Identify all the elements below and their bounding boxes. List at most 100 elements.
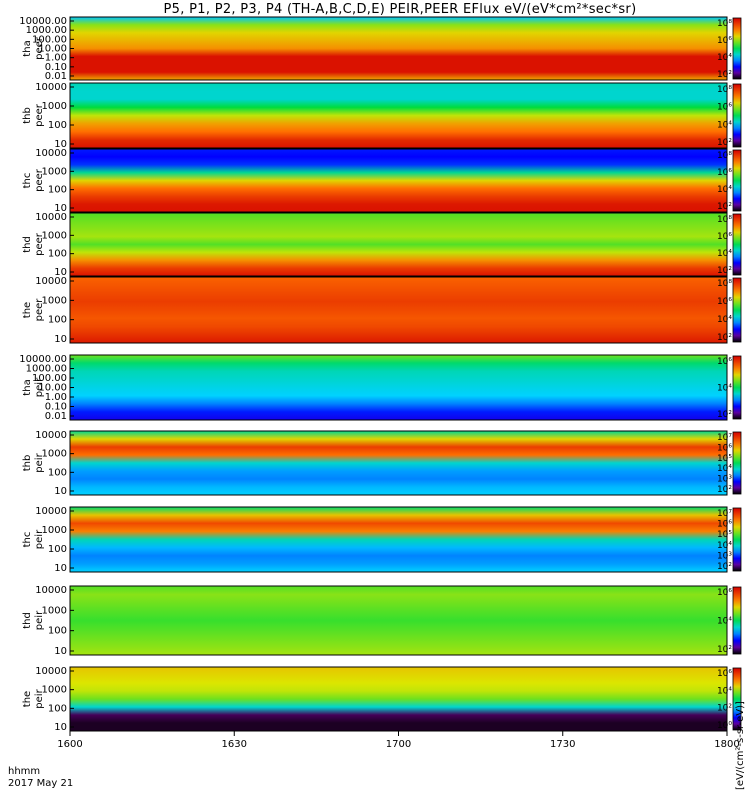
colorbar-tick-label: 10⁷ <box>717 433 732 443</box>
colorbar-tick-label: 10⁶ <box>717 232 732 242</box>
colorbar-tick-label: 10⁴ <box>717 617 732 627</box>
probe-label: thd <box>22 236 33 253</box>
probe-label: the <box>22 691 33 707</box>
colorbar-tick-label: 10⁴ <box>717 686 732 696</box>
colorbar-tick-label: 10³ <box>717 475 732 485</box>
y-tick-label: 10 <box>54 486 67 497</box>
x-tick-label: 1730 <box>550 739 575 750</box>
y-tick-label: 1000 <box>42 295 67 306</box>
y-tick-label: 10000 <box>35 506 67 517</box>
colorbar-tick-label: 10⁶ <box>717 168 732 178</box>
panel-frame <box>69 430 728 496</box>
spectrogram-the-peer <box>70 277 727 343</box>
y-tick-label: 100 <box>48 467 67 478</box>
y-tick-label: 1000 <box>42 101 67 112</box>
panel-frame <box>69 148 728 213</box>
colorbar <box>732 667 742 731</box>
y-tick-label: 100.00 <box>32 34 67 45</box>
colorbar-tick-label: 10⁴ <box>717 185 732 195</box>
y-tick-label: 10 <box>54 267 67 278</box>
probe-label: the <box>22 302 33 318</box>
y-tick-label: 10000 <box>35 585 67 596</box>
spectrogram-thc-peir <box>70 507 727 572</box>
y-tick-label: 1.00 <box>45 53 67 64</box>
y-tick-label: 0.01 <box>45 71 67 82</box>
colorbar-tick-label: 10⁴ <box>717 315 732 325</box>
y-tick-label: 1000.00 <box>26 364 67 375</box>
colorbar-tick-label: 10⁴ <box>717 541 732 551</box>
colorbar-tick-label: 10⁸ <box>717 19 732 29</box>
colorbar-tick-label: 10⁶ <box>717 103 732 113</box>
probe-label: thd <box>22 612 33 629</box>
instrument-label: peer <box>34 36 45 60</box>
spectrogram-tha-peer <box>70 17 727 80</box>
y-tick-label: 0.10 <box>45 402 67 413</box>
colorbar-tick-label: 10³ <box>717 551 732 561</box>
y-tick-label: 10000 <box>35 148 67 159</box>
spectrogram-tha-peir <box>70 355 727 420</box>
spectrogram-thd-peer <box>70 213 727 276</box>
colorbar-tick-label: 10² <box>717 202 732 212</box>
time-format-label: hhmm <box>8 766 41 777</box>
colorbar <box>732 83 742 148</box>
instrument-label: peer <box>34 168 45 192</box>
y-tick-label: 100 <box>48 315 67 326</box>
colorbar-tick-label: 10⁴ <box>717 120 732 130</box>
colorbar-tick-label: 10² <box>717 266 732 276</box>
panel-frame <box>69 585 728 656</box>
x-tick-label: 1600 <box>57 739 82 750</box>
probe-label: thb <box>22 107 33 124</box>
probe-label: thb <box>22 455 33 472</box>
y-tick-label: 10000 <box>35 430 67 441</box>
colorbar-tick-label: 10⁸ <box>717 151 732 161</box>
probe-label: thc <box>22 173 33 189</box>
y-tick-label: 10 <box>54 139 67 150</box>
colorbar <box>732 213 742 276</box>
colorbar <box>732 277 742 343</box>
instrument-label: peir <box>34 610 45 630</box>
colorbar-tick-label: 10² <box>717 333 732 343</box>
y-tick-label: 1000 <box>42 605 67 616</box>
instrument-label: peer <box>34 298 45 322</box>
y-tick-label: 1000 <box>42 166 67 177</box>
probe-label: tha <box>22 379 33 395</box>
colorbar-tick-label: 10² <box>717 410 732 420</box>
x-tick-label: 1800 <box>714 739 739 750</box>
colorbar <box>732 149 742 212</box>
y-tick-label: 100 <box>48 544 67 555</box>
colorbar-tick-label: 10⁶ <box>717 520 732 530</box>
y-tick-label: 10 <box>54 722 67 733</box>
instrument-label: peir <box>34 529 45 549</box>
y-tick-label: 1000 <box>42 449 67 460</box>
colorbar-tick-label: 10⁸ <box>717 279 732 289</box>
y-tick-label: 10000.00 <box>19 16 67 27</box>
colorbar <box>732 586 742 655</box>
colorbar-tick-label: 10⁷ <box>717 509 732 519</box>
y-tick-label: 1.00 <box>45 392 67 403</box>
colorbar-tick-label: 10⁴ <box>717 384 732 394</box>
instrument-label: peer <box>34 103 45 127</box>
colorbar <box>732 431 742 495</box>
colorbar-tick-label: 10⁴ <box>717 53 732 63</box>
colorbar-tick-label: 10⁶ <box>717 588 732 598</box>
instrument-label: peer <box>34 232 45 256</box>
y-tick-label: 100 <box>48 703 67 714</box>
panel-frame <box>69 276 728 344</box>
spectrogram-thb-peer <box>70 83 727 148</box>
colorbar-tick-label: 10⁸ <box>717 85 732 95</box>
instrument-label: peir <box>34 377 45 397</box>
y-tick-label: 100 <box>48 626 67 637</box>
spectrogram-thd-peir <box>70 586 727 655</box>
colorbar-units-label: [eV/(cm²-s-sr-eV)] <box>735 701 746 790</box>
colorbar-tick-label: 10⁴ <box>717 464 732 474</box>
colorbar-tick-label: 10² <box>717 138 732 148</box>
colorbar-tick-label: 10⁶ <box>717 36 732 46</box>
y-tick-label: 1000.00 <box>26 25 67 36</box>
y-tick-label: 100.00 <box>32 373 67 384</box>
y-tick-label: 1000 <box>42 230 67 241</box>
colorbar <box>732 17 742 80</box>
panel-frame <box>69 506 728 573</box>
panel-frame <box>69 82 728 149</box>
date-label: 2017 May 21 <box>8 778 74 789</box>
